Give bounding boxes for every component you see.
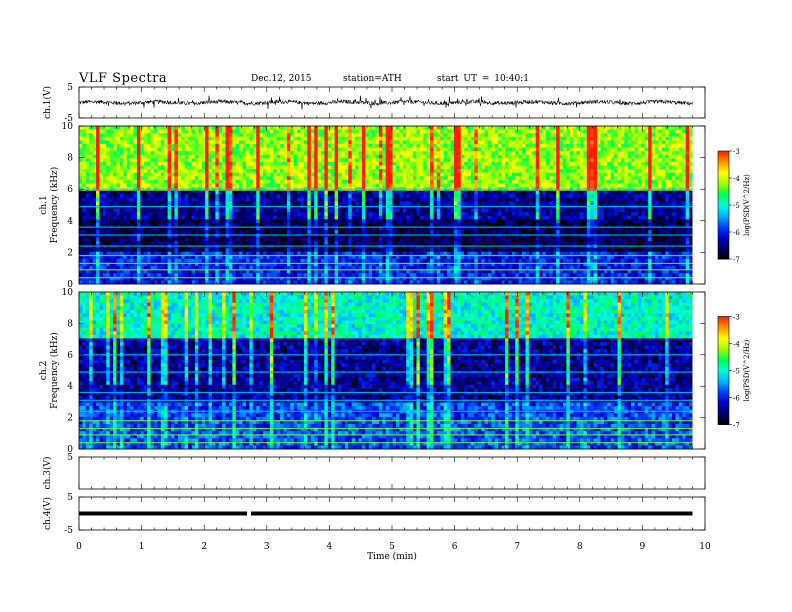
ch1-waveform-line <box>78 95 693 110</box>
figure-title: VLF Spectra <box>79 71 168 86</box>
panel5-ytick-label: -5 <box>64 526 73 536</box>
ch1-narrowband-line <box>79 226 693 228</box>
ch1-narrowband-line <box>79 262 693 265</box>
panel2-ytick-label: 8 <box>67 154 73 164</box>
ch2-colorbar-tick-label: -4 <box>733 341 740 349</box>
ch2-colorbar-tick-label: -3 <box>733 314 740 322</box>
ch1-narrowband-line <box>79 277 693 279</box>
x-tick-label: 10 <box>699 542 711 552</box>
ch4-ylabel: ch.4(V) <box>42 497 53 530</box>
ch1-narrowband-line <box>79 205 693 208</box>
ch1-colorbar-tick-label: -7 <box>733 256 740 264</box>
panel3-ytick-label: 6 <box>67 351 73 361</box>
panel2-ytick-label: 6 <box>67 185 73 195</box>
panel3-ytick-label: 0 <box>67 445 73 455</box>
x-tick-label: 9 <box>640 542 646 552</box>
panel3-ytick-label: 4 <box>67 382 73 392</box>
x-tick-label: 7 <box>514 542 520 552</box>
x-tick-label: 2 <box>201 542 207 552</box>
ch1-colorbar-tick-label: -4 <box>733 175 740 183</box>
ch3-ylabel: ch.3(V) <box>42 457 53 490</box>
station-label: station=ATH <box>343 74 402 84</box>
panel1-ytick-label: -5 <box>64 114 73 124</box>
x-tick-label: 3 <box>264 542 270 552</box>
ch1-ylabel-frequency: Frequency (kHz) <box>49 167 60 244</box>
ch2-colorbar-tick-label: -5 <box>733 368 740 376</box>
ch2-colorbar-tick-label: -6 <box>733 395 740 403</box>
ch2-narrowband-line <box>79 427 693 430</box>
ch1-narrowband-line <box>79 269 693 271</box>
ch1-colorbar <box>718 151 729 260</box>
ch2-ylabel-channel: ch.2 <box>39 361 49 380</box>
ch1-colorbar-label: log(PSD(V^2/Hz) <box>743 174 751 236</box>
ch2-narrowband-line <box>79 410 693 412</box>
ch2-narrowband-line <box>79 354 693 356</box>
panel2-ytick-label: 2 <box>67 248 73 258</box>
ch2-narrowband-line <box>79 399 693 401</box>
ch2-colorbar-tick-label: -7 <box>733 422 740 430</box>
x-axis-label: Time (min) <box>367 551 417 562</box>
ch2-narrowband-line <box>79 420 693 422</box>
panel4-ytick-label: 5 <box>67 453 73 463</box>
ch1-colorbar-tick-label: -5 <box>733 202 740 210</box>
panel2-ytick-label: 10 <box>62 122 74 132</box>
ch1-colorbar-tick-label: -3 <box>733 148 740 156</box>
ch1-narrowband-line <box>79 254 693 257</box>
ch2-colorbar-label: log(PSD(V^2/Hz) <box>743 339 751 401</box>
panel2-ytick-label: 0 <box>67 280 73 290</box>
ch1-ylabel-channel: ch.1 <box>39 195 49 214</box>
ch1-spectrogram <box>79 126 705 285</box>
start-time-label: start UT = 10:40:1 <box>437 74 529 84</box>
ch1-narrowband-line <box>79 245 693 247</box>
panel5-ytick-label: 5 <box>67 493 73 503</box>
x-tick-label: 4 <box>327 542 333 552</box>
ch2-spectrogram <box>79 292 705 450</box>
x-tick-label: 8 <box>577 542 583 552</box>
panel3-ytick-label: 8 <box>67 319 73 329</box>
ch2-no-data <box>692 292 705 449</box>
panel2-ytick-label: 4 <box>67 217 73 227</box>
ch1-narrowband-line <box>79 234 693 236</box>
ch2-narrowband-line <box>79 434 693 436</box>
ch2-colorbar <box>718 316 729 425</box>
ch2-narrowband-line <box>79 391 693 394</box>
panel3-ytick-label: 2 <box>67 414 73 424</box>
x-tick-label: 6 <box>452 542 458 552</box>
ch2-ylabel-frequency: Frequency (kHz) <box>49 332 60 409</box>
x-tick-label: 0 <box>76 542 82 552</box>
ch1-narrowband-line <box>79 188 693 190</box>
ch1-no-data <box>692 126 705 284</box>
ch1-ylabel: ch.1(V) <box>42 86 53 119</box>
x-tick-label: 5 <box>389 542 395 552</box>
x-tick-label: 1 <box>139 542 145 552</box>
ch2-narrowband-line <box>79 371 693 373</box>
panel3-ytick-label: 10 <box>62 288 74 298</box>
ch2-narrowband-line <box>79 442 693 444</box>
panel1-ytick-label: 5 <box>67 83 73 93</box>
ch1-colorbar-tick-label: -6 <box>733 229 740 237</box>
date-label: Dec.12, 2015 <box>251 74 312 84</box>
